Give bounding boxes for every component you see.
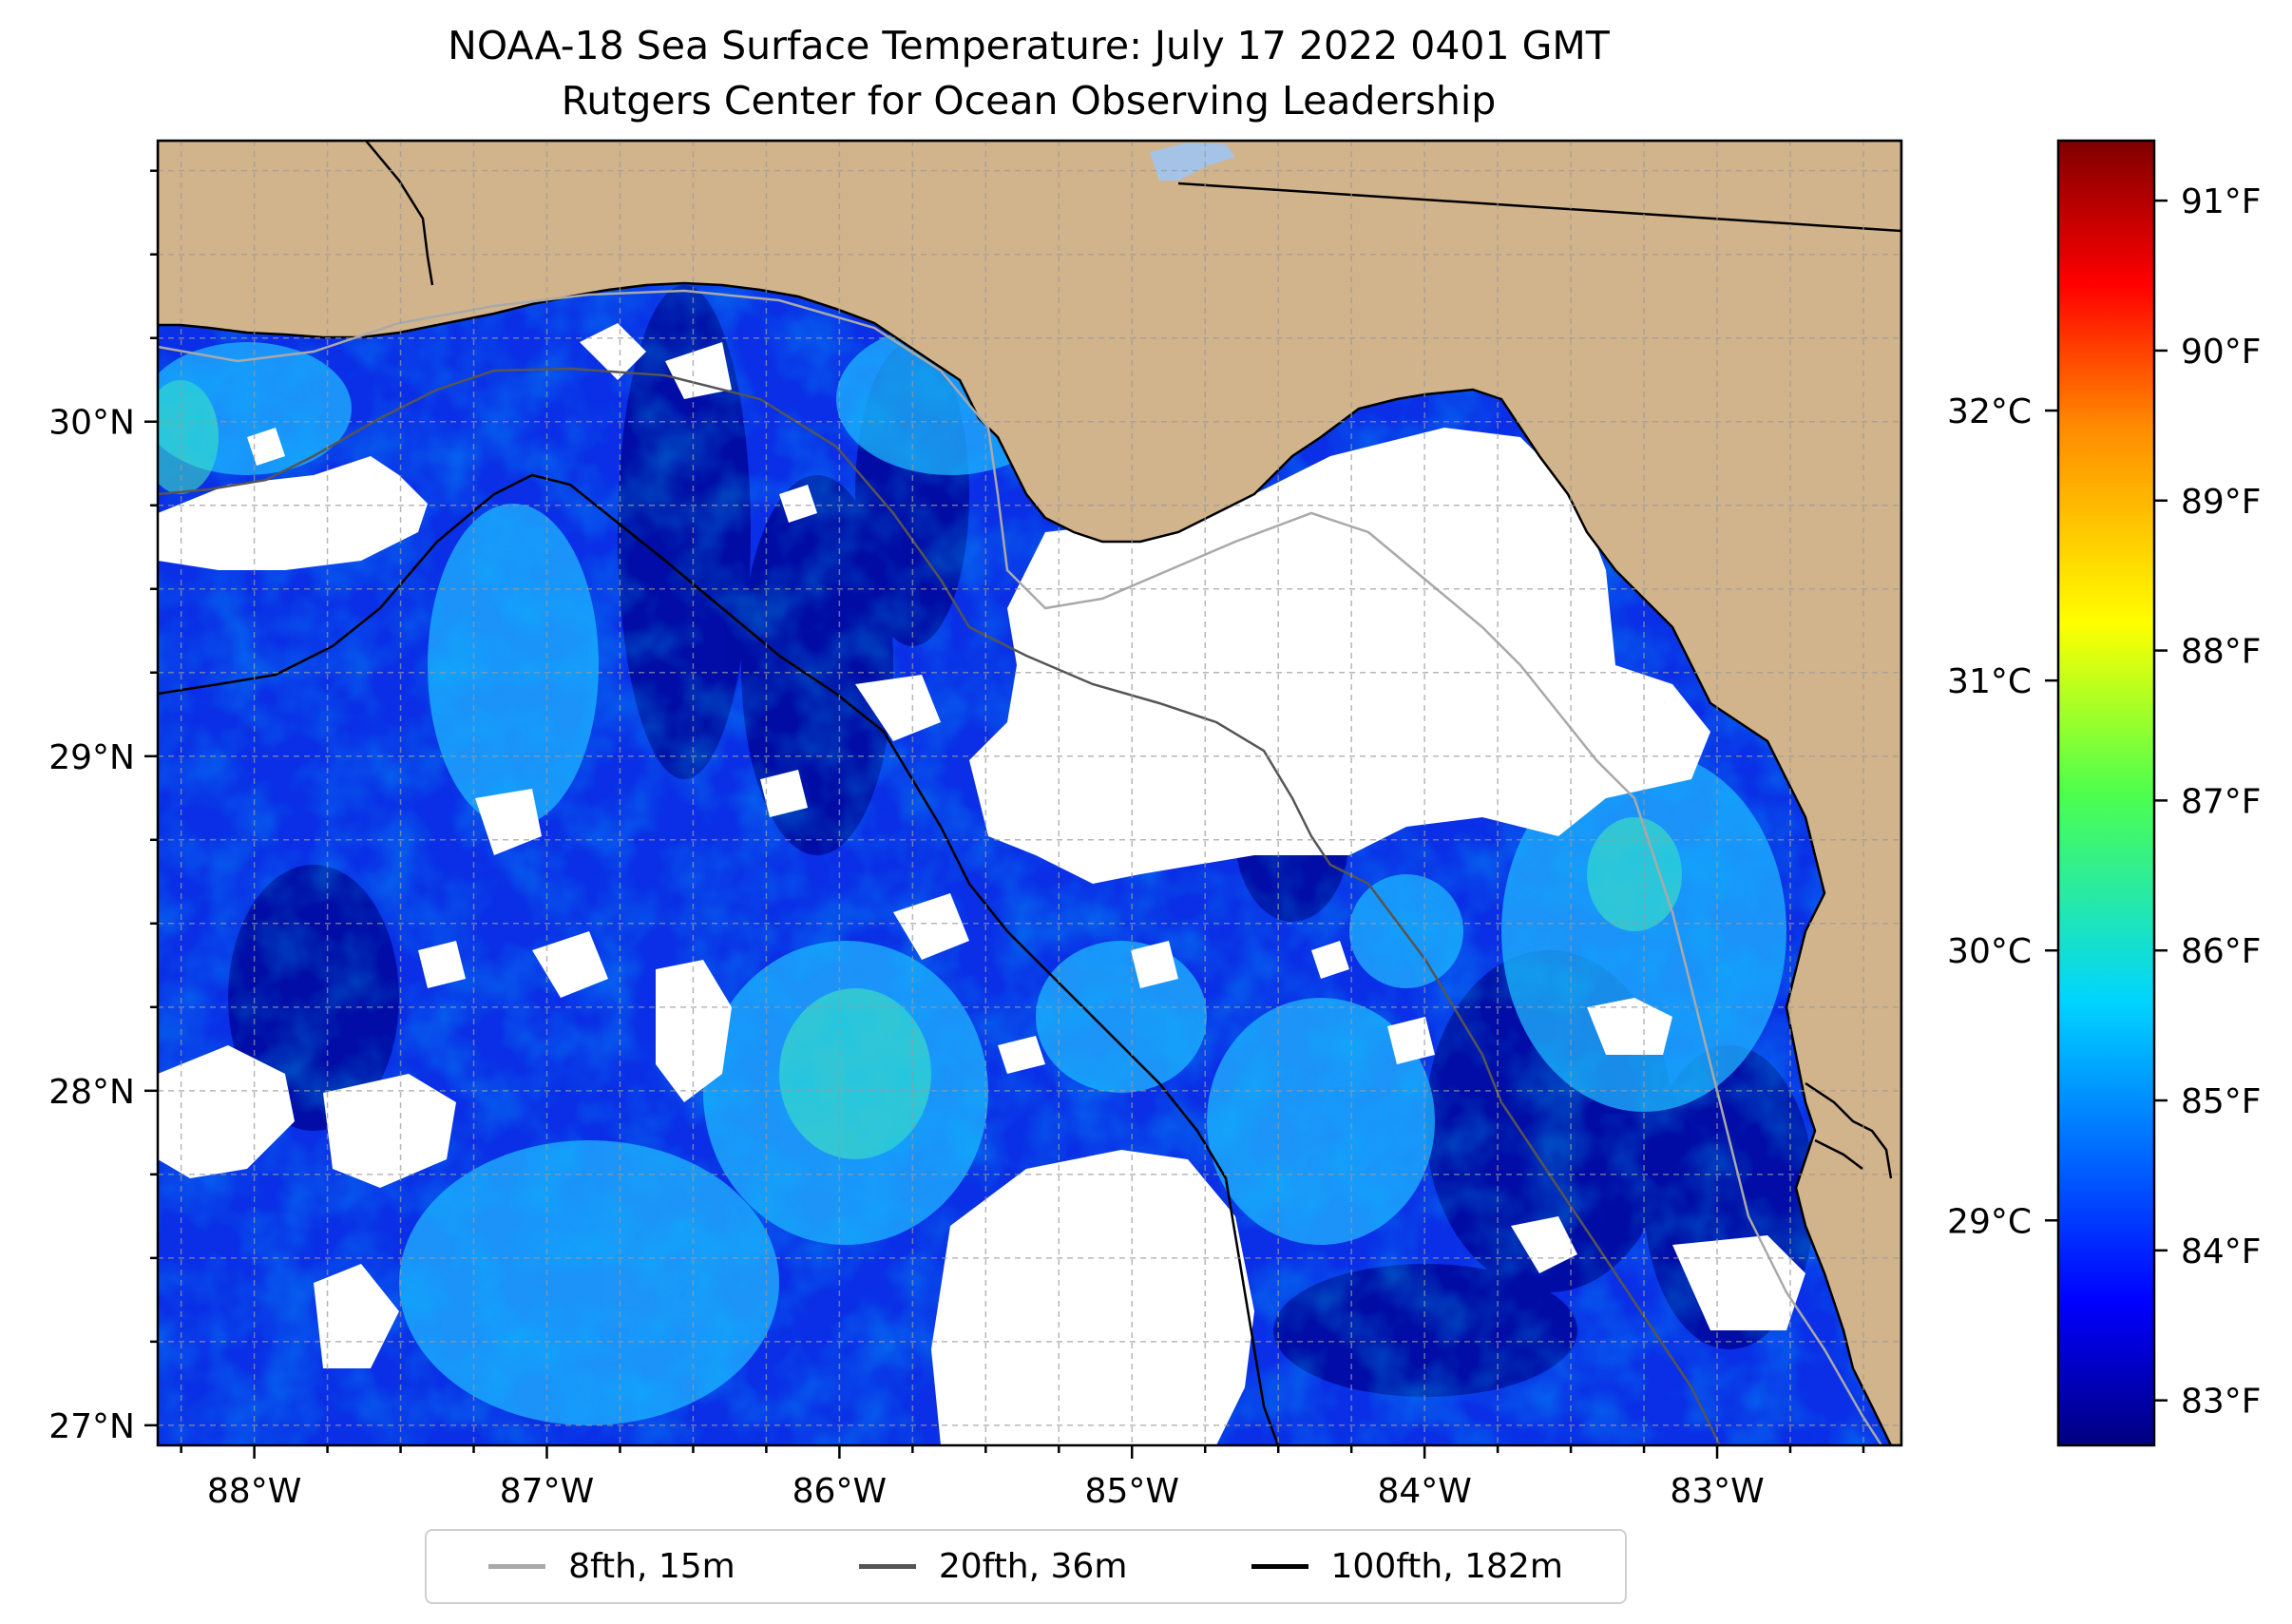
lon-tick-label: 83°W (1670, 1472, 1764, 1511)
contour-20fth (158, 367, 1722, 1445)
lon-tick-label: 85°W (1085, 1472, 1179, 1511)
lon-tick-label: 87°W (500, 1472, 594, 1511)
map-axes: 88°W 87°W 86°W 85°W 84°W 83°W 27°N 28°N 29°N 30°N (48, 169, 1865, 1511)
inland-lake (1150, 143, 1235, 181)
sst-map (158, 141, 1901, 1445)
f-tick-label: 91°F (2181, 182, 2262, 221)
chart-subtitle: Rutgers Center for Ocean Observing Leade… (561, 78, 1497, 124)
f-tick-label: 87°F (2181, 782, 2262, 821)
lat-tick-label: 28°N (48, 1073, 135, 1112)
legend-label-100fth: 100fth, 182m (1330, 1547, 1563, 1586)
legend-item-20fth: 20fth, 36m (858, 1547, 1128, 1586)
legend-item-100fth: 100fth, 182m (1251, 1547, 1563, 1586)
lon-tick-label: 88°W (207, 1472, 301, 1511)
c-tick-label: 30°C (1947, 932, 2032, 971)
f-tick-label: 88°F (2181, 633, 2262, 672)
colorbar-gradient (2056, 139, 2156, 1447)
gridlines (158, 141, 1901, 1445)
legend-swatch-8fth (488, 1564, 546, 1569)
lat-tick-label: 29°N (48, 738, 135, 777)
contour-8fth (158, 289, 1883, 1445)
cloud-mask (158, 323, 1805, 1445)
legend-swatch-100fth (1251, 1564, 1308, 1569)
colorbar: 83°F 84°F 85°F 86°F 87°F 88°F 89°F 90°F 91°F 29°C… (1947, 139, 2262, 1447)
lat-tick-label: 27°N (48, 1407, 135, 1446)
contour-legend: 8fth, 15m 20fth, 36m 100fth, 182m (425, 1529, 1627, 1604)
legend-label-8fth: 8fth, 15m (568, 1547, 735, 1586)
legend-swatch-20fth (858, 1564, 916, 1569)
f-tick-label: 89°F (2181, 483, 2262, 522)
f-tick-label: 85°F (2181, 1082, 2262, 1121)
legend-label-20fth: 20fth, 36m (938, 1547, 1128, 1586)
lon-tick-label: 86°W (793, 1472, 887, 1511)
c-tick-label: 32°C (1947, 392, 2032, 431)
map-frame (156, 139, 1903, 1447)
chart-title: NOAA-18 Sea Surface Temperature: July 17… (448, 23, 1610, 68)
contour-100fth (158, 473, 1280, 1445)
c-tick-label: 29°C (1947, 1202, 2032, 1241)
legend-item-8fth: 8fth, 15m (488, 1547, 735, 1586)
f-tick-label: 84°F (2181, 1232, 2262, 1271)
lon-tick-label: 84°W (1377, 1472, 1471, 1511)
c-tick-label: 31°C (1947, 662, 2032, 701)
f-tick-label: 86°F (2181, 932, 2262, 971)
f-tick-label: 83°F (2181, 1383, 2262, 1422)
colorbar-ticks: 83°F 84°F 85°F 86°F 87°F 88°F 89°F 90°F 91°F 29°C… (1947, 182, 2261, 1422)
coastline-detail (1805, 1081, 1893, 1179)
lat-tick-label: 30°N (48, 404, 135, 443)
f-tick-label: 90°F (2181, 333, 2262, 372)
state-border (365, 141, 1901, 286)
